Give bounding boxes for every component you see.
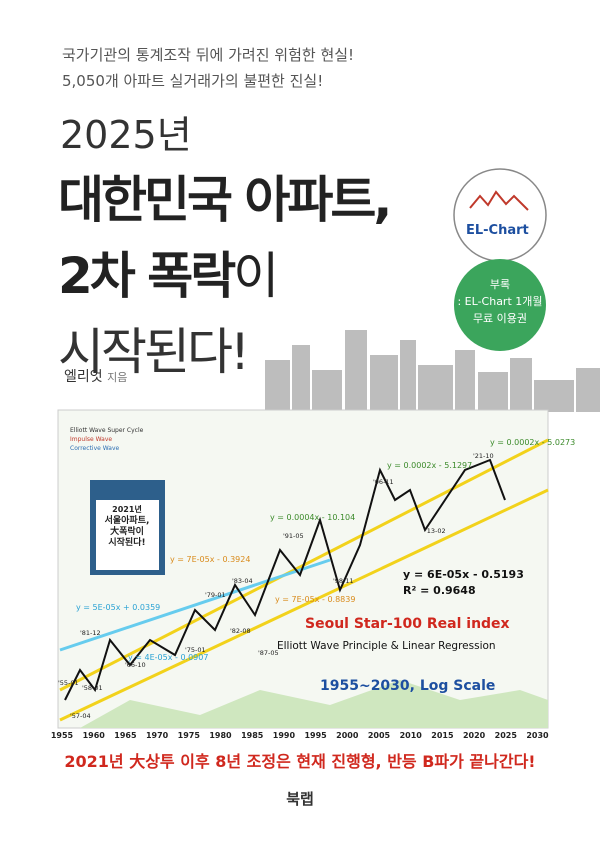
author-role: 지음: [107, 371, 128, 384]
date-label: '75-01: [185, 646, 206, 654]
trend-label: y = 0.0002x - 5.0273: [490, 438, 575, 447]
bonus-line: 부록: [489, 278, 511, 291]
date-label: '91-05: [283, 532, 304, 540]
bonus-text: 부록 : EL-Chart 1개월 무료 이용권: [454, 276, 546, 327]
year-label: 1960: [83, 731, 106, 740]
legend-entry: Impulse Wave: [70, 436, 112, 443]
date-label: '98-11: [333, 577, 354, 585]
author-name: 엘리엇: [64, 369, 103, 385]
title-line: 시작된다!: [58, 323, 250, 381]
legend-entry: Corrective Wave: [70, 445, 119, 452]
bonus-line: : EL-Chart 1개월: [457, 295, 543, 308]
trend-label: y = 0.0002x - 5.1297: [387, 461, 472, 470]
year-label: 1985: [241, 731, 264, 740]
author: 엘리엇 지음: [64, 366, 127, 386]
cityscape: [265, 330, 600, 412]
trend-label: y = 0.0004x - 10.104: [270, 513, 355, 522]
header-line: 5,050개 아파트 실거래가의 불편한 진실!: [62, 72, 324, 90]
channel-line: [59, 558, 331, 652]
title-bold: 2차 폭락: [58, 247, 236, 305]
date-label: '13-02: [425, 527, 446, 535]
legend-entry: Elliott Wave Super Cycle: [70, 427, 144, 434]
date-label: '79-01: [205, 591, 226, 599]
logo-text: EL-Chart: [466, 223, 529, 238]
year-label: 2030: [526, 731, 549, 740]
date-label: '21-10: [473, 452, 494, 460]
year-label: 1995: [304, 731, 327, 740]
chart-range: 1955~2030, Log Scale: [320, 678, 495, 694]
date-label: '06-11: [373, 478, 394, 486]
publisher: 북랩: [286, 790, 314, 808]
tagline: 2021년 大상투 이후 8년 조정은 현재 진행형, 반등 B파가 끝나간다!: [64, 752, 536, 771]
thumbnail-text: 서울아파트,: [105, 514, 150, 526]
date-label: '57-04: [70, 712, 91, 720]
title-rest: 이: [233, 247, 279, 305]
year-label: 2005: [368, 731, 391, 740]
year-label: 1970: [146, 731, 169, 740]
channel-line: [59, 488, 549, 722]
year-label: 2020: [463, 731, 486, 740]
trend-label: y = 4E-05x - 0.0907: [128, 653, 208, 662]
trend-label: y = 7E-05x - 0.3924: [170, 555, 250, 564]
date-label: '55-01: [58, 679, 79, 687]
regression-equation: y = 6E-05x - 0.5193: [403, 568, 524, 581]
year-label: 1980: [209, 731, 232, 740]
year-label: 2015: [431, 731, 454, 740]
date-label: '58-01: [82, 684, 103, 692]
bonus-line: 무료 이용권: [472, 312, 528, 325]
year-label: 1990: [273, 731, 296, 740]
year-label: 2010: [400, 731, 423, 740]
date-label: '81-12: [80, 629, 101, 637]
trend-label: y = 7E-05x - 0.8839: [275, 595, 355, 604]
trend-label: y = 5E-05x + 0.0359: [76, 603, 160, 612]
logo-badge: [453, 168, 547, 262]
title-line: 대한민국 아파트,: [58, 171, 392, 229]
date-label: '66-10: [125, 661, 146, 669]
logo-line: [469, 190, 529, 211]
index-line: [64, 458, 506, 701]
date-label: '87-05: [258, 649, 279, 657]
title-year: 2025년: [60, 113, 192, 157]
year-label: 1975: [178, 731, 201, 740]
thumbnail-text: 2021년: [112, 504, 142, 514]
chart-subtitle: Elliott Wave Principle & Linear Regressi…: [277, 640, 496, 652]
header-line: 국가기관의 통계조작 뒤에 가려진 위험한 현실!: [62, 46, 355, 64]
year-label: 2025: [495, 731, 518, 740]
chart-headline: Seoul Star-100 Real index: [305, 616, 510, 632]
thumbnail-text: 시작된다!: [108, 536, 145, 548]
title-line: 2차 폭락이: [58, 236, 279, 308]
regression-r2: R² = 0.9648: [403, 584, 476, 597]
volume-area: [80, 680, 548, 728]
year-label: 1965: [114, 731, 137, 740]
year-label: 1955: [51, 731, 74, 740]
thumbnail-text: 大폭락이: [110, 525, 144, 537]
book-thumbnail-page: [96, 500, 159, 570]
date-label: '83-04: [232, 577, 253, 585]
bonus-badge: [454, 259, 546, 351]
date-label: '82-08: [230, 627, 251, 635]
year-label: 2000: [336, 731, 359, 740]
